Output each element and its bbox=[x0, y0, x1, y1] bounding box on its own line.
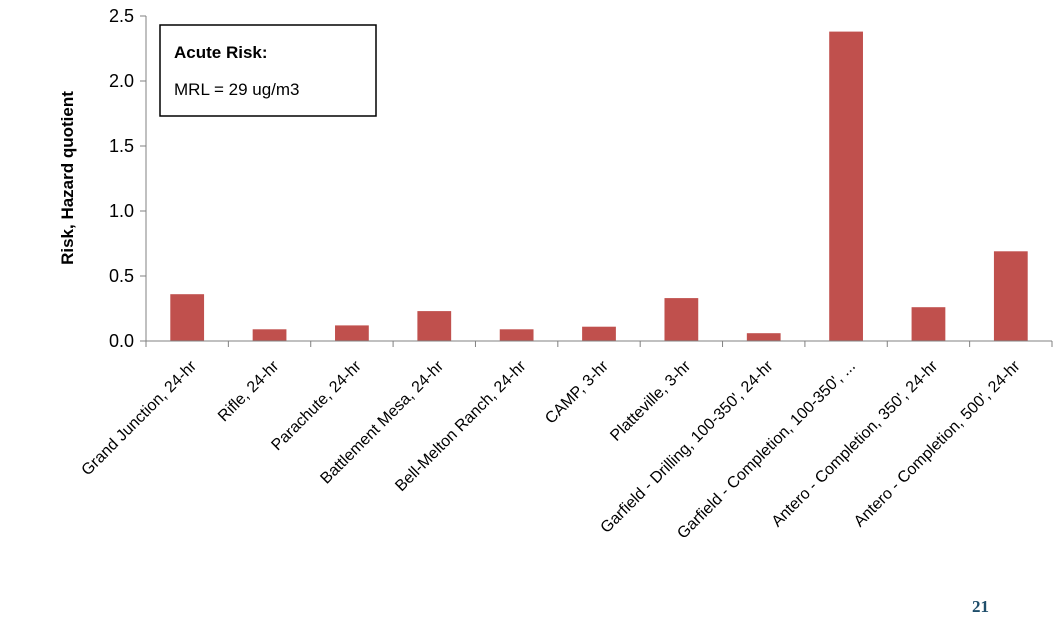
y-tick-label: 2.5 bbox=[109, 6, 134, 26]
bar bbox=[252, 329, 287, 341]
x-tick-label: Garfield - Drilling, 100-350', 24-hr bbox=[598, 357, 777, 536]
x-tick-labels: Grand Junction, 24-hr Rifle, 24-hrParachu… bbox=[79, 357, 1025, 542]
bar bbox=[664, 298, 699, 341]
x-tick-label: Antero - Completion, 500', 24-hr bbox=[851, 357, 1024, 530]
x-tick-label: Garfield - Completion, 100-350', ... bbox=[674, 358, 859, 543]
y-axis-label: Risk, Hazard quotient bbox=[58, 91, 77, 265]
y-tick-labels: 0.0 0.5 1.0 1.5 2.0 2.5 bbox=[109, 6, 134, 351]
bar bbox=[829, 31, 863, 341]
bar bbox=[582, 326, 616, 341]
x-tick-label: CAMP, 3-hr bbox=[542, 357, 612, 427]
bar bbox=[746, 333, 781, 341]
y-tick-label: 0.0 bbox=[109, 331, 134, 351]
x-tick-label: Rifle, 24-hr bbox=[215, 357, 283, 425]
y-tick-label: 1.5 bbox=[109, 136, 134, 156]
x-tick-label: Bell-Melton Ranch, 24-hr bbox=[392, 357, 530, 495]
annotation-title: Acute Risk: bbox=[174, 43, 268, 62]
y-tick-label: 1.0 bbox=[109, 201, 134, 221]
y-tick-label: 2.0 bbox=[109, 71, 134, 91]
y-axis-ticks bbox=[140, 15, 146, 342]
bar bbox=[911, 307, 946, 341]
bar bbox=[993, 251, 1028, 341]
x-tick-label: Antero - Completion, 350', 24-hr bbox=[769, 357, 942, 530]
bars bbox=[170, 31, 1028, 341]
annotation-box: Acute Risk: MRL = 29 ug/m3 bbox=[159, 24, 377, 117]
bar bbox=[170, 294, 205, 341]
x-tick-label: Grand Junction, 24-hr bbox=[79, 357, 201, 479]
y-tick-label: 0.5 bbox=[109, 266, 134, 286]
x-tick-label: Platteville, 3-hr bbox=[607, 357, 694, 444]
bar bbox=[417, 311, 452, 341]
bar bbox=[499, 329, 534, 341]
annotation-text: MRL = 29 ug/m3 bbox=[174, 80, 300, 99]
bar bbox=[335, 325, 369, 341]
annotation-border bbox=[159, 24, 377, 117]
page-number: 21 bbox=[972, 597, 989, 616]
x-axis-ticks bbox=[145, 341, 1053, 347]
x-tick-label: Parachute, 24-hr bbox=[268, 357, 365, 454]
